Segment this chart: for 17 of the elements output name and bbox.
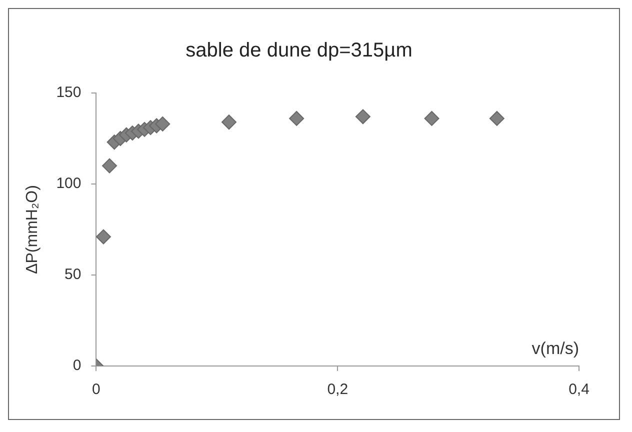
point [489, 110, 504, 126]
y-tick-label: 100 [56, 175, 82, 192]
y-tick-label: 0 [72, 357, 82, 374]
point [155, 116, 170, 132]
point [355, 109, 370, 124]
y-axis-title: ΔP(mmH₂O) [24, 185, 42, 274]
point [289, 110, 304, 126]
point [102, 158, 118, 174]
point [221, 114, 236, 130]
x-tick-label: 0,4 [568, 381, 590, 398]
y-tick-label: 50 [64, 266, 82, 284]
x-tick-label: 0,2 [327, 381, 348, 398]
chart-title: sable de dune dp=315µm [186, 40, 412, 62]
x-axis-title: v(m/s) [532, 339, 579, 358]
x-tick-label: 0 [92, 381, 100, 398]
y-tick-label: 150 [56, 84, 82, 102]
point [424, 110, 440, 126]
